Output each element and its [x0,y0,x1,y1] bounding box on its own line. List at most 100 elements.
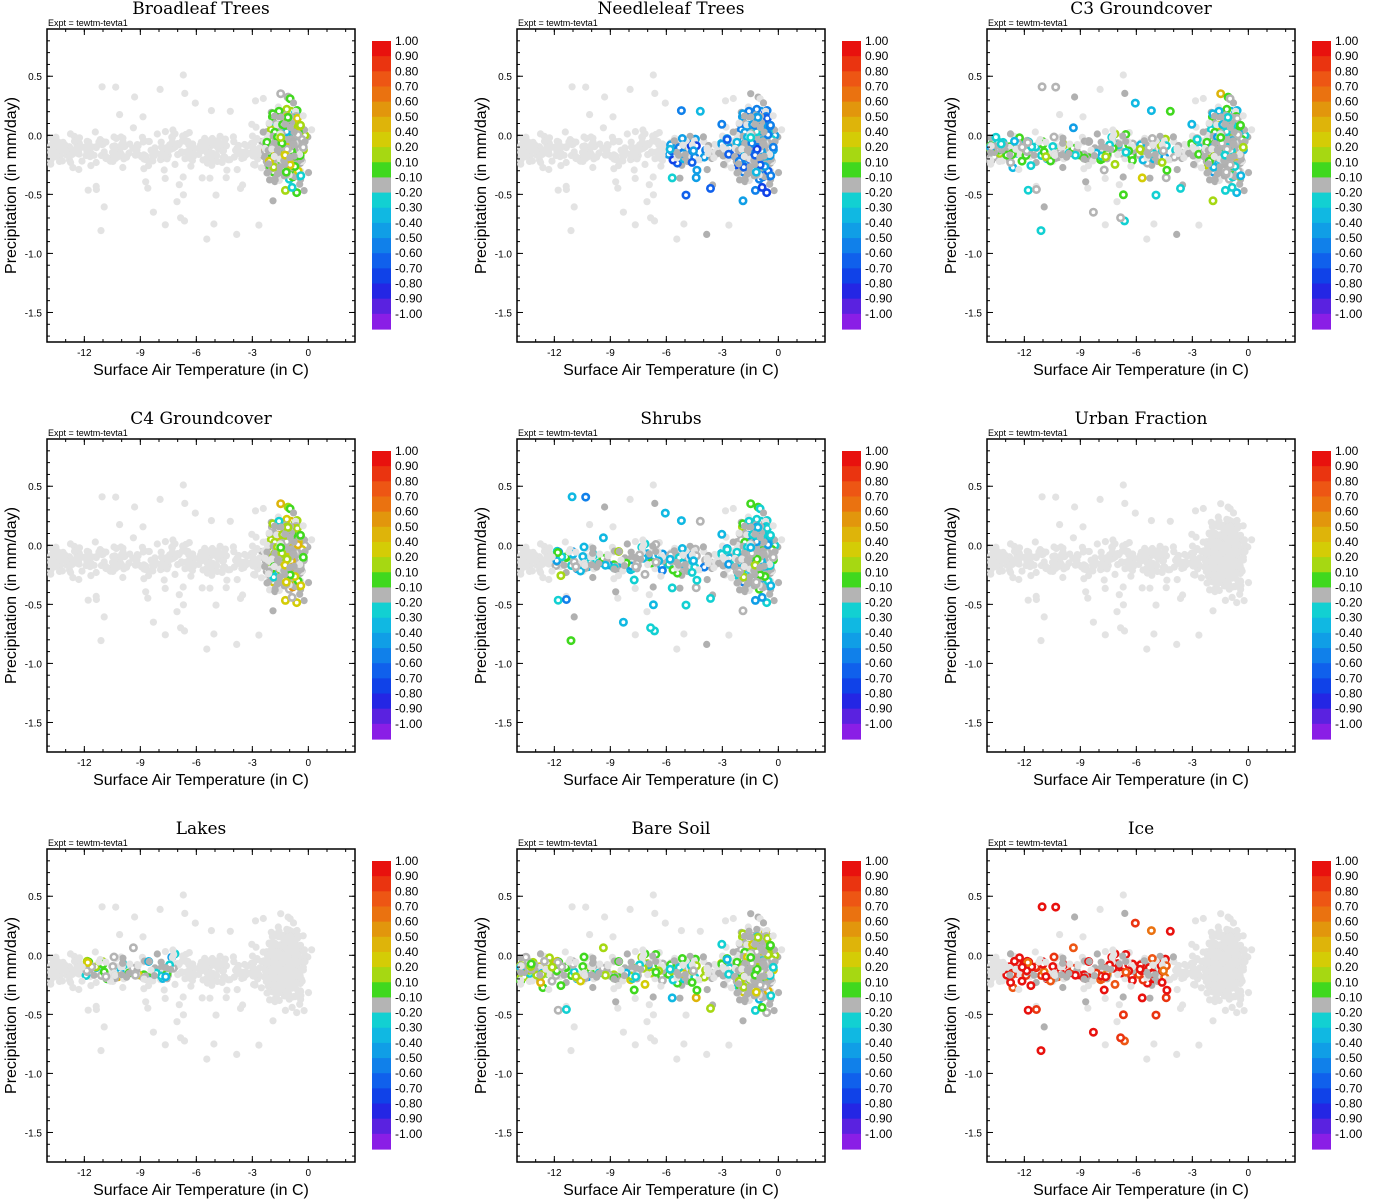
data-point [219,147,228,155]
x-tick-label: 0 [306,348,312,359]
expt-label: Expt = tewtm-tevta1 [518,428,598,438]
data-point [1130,98,1140,108]
y-tick-label: 0.5 [968,72,982,83]
data-point [561,538,569,546]
colorbar-label: 0.90 [395,49,419,63]
data-point [236,184,245,192]
data-point [156,495,164,503]
colorbar-swatch [1312,41,1331,57]
data-point [581,492,591,502]
data-point [579,142,587,151]
data-point [1096,85,1104,93]
data-point [1066,140,1074,148]
x-tick-label: 0 [1246,348,1252,359]
data-point [1006,158,1016,168]
x-tick-label: -12 [1017,348,1032,359]
data-point [774,169,783,177]
colorbar-swatch [1312,56,1331,72]
data-point [47,148,55,156]
data-point [1115,181,1123,189]
data-point [1192,135,1202,145]
data-point [725,221,733,229]
colorbar-label: -0.70 [1335,261,1363,275]
colorbar-swatch [372,572,391,589]
data-point [572,138,580,146]
data-point [768,552,778,562]
data-point [1149,141,1157,149]
colorbar-swatch [842,147,861,163]
colorbar-swatch [372,207,391,224]
data-point [1023,185,1033,195]
data-point [614,594,622,602]
data-point [680,220,688,228]
colorbar-swatch [1312,313,1331,330]
data-point [296,581,306,591]
data-point [271,112,279,120]
data-point [995,157,1004,165]
data-point [542,145,550,153]
data-point [623,130,631,138]
colorbar-swatch [842,41,861,57]
data-point [587,151,596,159]
data-point [614,162,623,170]
colorbar-label: 0.20 [395,550,419,564]
colorbar-swatch [372,451,391,467]
data-point [706,183,716,193]
data-point [263,579,271,587]
y-tick-label: -1.5 [25,308,43,319]
data-point [265,529,273,537]
data-point [548,143,556,151]
data-point [1017,156,1027,166]
colorbar-label: -0.60 [1335,246,1363,260]
data-point [177,624,185,632]
data-point [1151,190,1161,200]
data-point [1161,173,1171,183]
data-point [295,530,305,540]
data-point [265,119,273,127]
data-point [203,645,211,653]
data-point [525,157,534,165]
data-point [601,151,609,159]
data-point [161,221,169,229]
data-point [157,548,165,556]
data-point [586,521,594,529]
data-point [639,126,647,134]
data-point [157,138,165,146]
data-point [695,516,705,526]
y-tick-label: 0.0 [28,131,42,142]
data-point [770,187,778,195]
data-point [72,145,80,153]
x-tick-label: -6 [662,348,671,359]
data-point [249,553,257,561]
colorbar-swatch [372,708,391,725]
data-point [751,167,761,177]
y-tick-label: 0.5 [28,72,42,83]
colorbar-label: 1.00 [395,34,419,48]
colorbar-label: 0.80 [865,64,889,78]
data-point [273,146,281,154]
colorbar-label: -0.20 [1335,186,1363,200]
data-point [276,573,284,581]
colorbar-label: 0.80 [1335,64,1359,78]
data-point [570,203,578,211]
data-point [637,145,645,153]
data-point [567,227,575,235]
data-point [265,160,273,168]
colorbar-label: -0.20 [395,186,423,200]
data-point [140,155,148,163]
data-point [746,133,756,143]
data-point [160,576,168,584]
data-point [710,564,718,572]
data-point [224,156,232,164]
data-point [134,552,142,560]
data-point [640,569,650,579]
data-point [1059,163,1067,172]
colorbar-label: 0.10 [1335,155,1359,169]
data-point [95,138,103,146]
data-point [651,89,659,97]
data-point [67,568,75,577]
panel-title: Shrubs [640,409,701,429]
data-point [102,153,110,161]
data-point [179,481,187,489]
